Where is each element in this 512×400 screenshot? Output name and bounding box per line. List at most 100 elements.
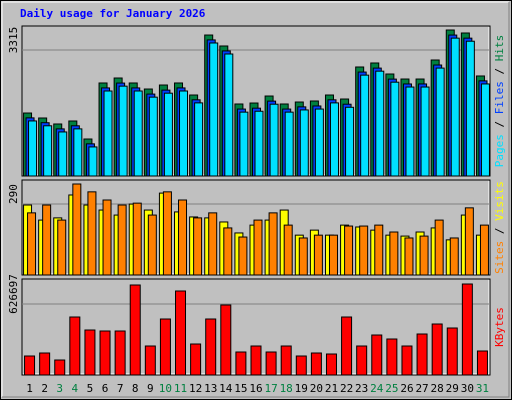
legend-separator: / <box>493 61 506 81</box>
bar <box>280 345 292 376</box>
legend: Pages / Files / Hits <box>493 35 506 168</box>
bar <box>194 102 204 177</box>
x-tick-label: 14 <box>219 382 233 395</box>
legend-entry: Hits <box>493 35 506 62</box>
bar <box>88 146 98 177</box>
bar <box>464 207 474 276</box>
x-tick-label: 19 <box>295 382 308 395</box>
bar <box>99 330 111 376</box>
bar <box>39 352 51 376</box>
bar <box>446 327 458 376</box>
bar <box>209 42 219 177</box>
bar <box>159 318 171 376</box>
bar <box>117 204 127 276</box>
x-tick-label: 30 <box>461 382 474 395</box>
bar <box>54 359 66 376</box>
bar <box>72 183 82 276</box>
bar <box>328 234 338 276</box>
bar <box>193 217 203 276</box>
x-tick-label: 2 <box>41 382 48 395</box>
bar <box>416 333 428 376</box>
bar <box>450 37 460 177</box>
bar <box>401 345 413 376</box>
x-tick-label: 21 <box>325 382 338 395</box>
bar <box>479 224 489 276</box>
legend: Sites / Visits <box>493 181 506 274</box>
x-tick-label: 29 <box>446 382 459 395</box>
x-tick-label: 6 <box>102 382 109 395</box>
bar <box>283 224 293 276</box>
bar <box>299 109 309 177</box>
x-tick-label: 7 <box>117 382 124 395</box>
bar <box>43 125 53 177</box>
bar <box>179 90 189 177</box>
x-tick-label: 9 <box>147 382 154 395</box>
x-tick-label: 23 <box>355 382 368 395</box>
x-tick-label: 10 <box>159 382 172 395</box>
x-tick-label: 3 <box>56 382 63 395</box>
bar <box>404 237 414 276</box>
bar <box>268 212 278 276</box>
bar <box>313 234 323 276</box>
bar <box>235 351 247 376</box>
bar <box>419 235 429 276</box>
bar <box>298 237 308 276</box>
bar <box>114 330 126 376</box>
bar <box>163 92 173 177</box>
bar <box>360 74 370 177</box>
bar <box>341 316 353 376</box>
y-tick-label: 3315 <box>7 27 20 54</box>
x-tick-label: 1 <box>26 382 33 395</box>
bar <box>133 90 143 177</box>
bar <box>476 350 488 376</box>
x-tick-label: 18 <box>280 382 293 395</box>
bar <box>345 106 355 177</box>
bar <box>132 202 142 276</box>
bar <box>102 199 112 276</box>
bar <box>87 191 97 276</box>
x-tick-label: 5 <box>87 382 94 395</box>
y-tick-label: 626697 <box>7 274 20 314</box>
bar <box>254 110 264 177</box>
bar <box>238 236 248 276</box>
x-tick-label: 4 <box>72 382 79 395</box>
x-tick-label: 25 <box>385 382 398 395</box>
bar <box>178 199 188 276</box>
x-tick-label: 20 <box>310 382 323 395</box>
bar <box>375 70 385 177</box>
bar <box>58 131 68 177</box>
x-tick-label: 26 <box>400 382 413 395</box>
x-tick-label: 8 <box>132 382 139 395</box>
x-tick-label: 16 <box>249 382 262 395</box>
bar <box>431 323 443 376</box>
bar <box>269 103 279 177</box>
bar <box>129 284 141 376</box>
x-tick-label: 17 <box>264 382 277 395</box>
bar <box>162 191 172 276</box>
bar <box>405 86 415 177</box>
legend-separator: / <box>493 114 506 134</box>
bar <box>386 338 398 376</box>
legend-separator: / <box>493 221 506 241</box>
bar <box>223 227 233 276</box>
bar <box>310 352 322 376</box>
bar <box>24 355 36 376</box>
bar <box>208 212 218 276</box>
bar <box>239 111 249 177</box>
bar <box>325 353 337 376</box>
bar <box>69 316 81 376</box>
bar <box>73 128 83 177</box>
bar <box>434 219 444 276</box>
legend-entry: Pages <box>493 134 506 167</box>
bar <box>420 86 430 177</box>
bar <box>253 219 263 276</box>
bar <box>28 120 38 177</box>
legend-entry: Files <box>493 81 506 114</box>
bar <box>175 290 187 376</box>
legend-entry: Sites <box>493 241 506 274</box>
bar <box>250 345 262 376</box>
bar <box>27 212 37 276</box>
bar <box>359 225 369 276</box>
